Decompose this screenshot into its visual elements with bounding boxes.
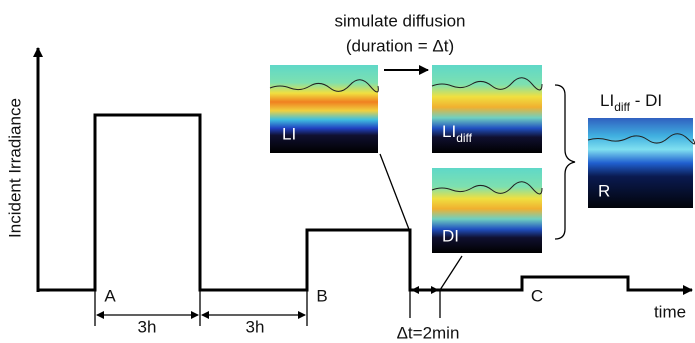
- brace: [555, 85, 575, 239]
- pulse-label: C: [531, 286, 543, 305]
- interval-label: 3h: [246, 317, 265, 336]
- image-label-main: LI: [442, 122, 456, 141]
- image-label: LI: [282, 124, 296, 143]
- header-line: simulate diffusion: [334, 11, 465, 30]
- difference-label: LIdiff - DI: [600, 91, 662, 114]
- image-label: DI: [442, 226, 459, 245]
- header-line: (duration = Δt): [346, 36, 454, 55]
- image-di: DI: [432, 168, 542, 253]
- y-axis-label: Incident Irradiance: [5, 98, 24, 238]
- image-r: R: [588, 118, 695, 208]
- image-li: LI: [270, 65, 378, 153]
- pulse-label: A: [104, 286, 116, 305]
- difference-main: LI: [600, 91, 614, 110]
- interval-label: Δt=2min: [397, 323, 460, 342]
- difference-rest: - DI: [630, 91, 662, 110]
- image-label-sub: diff: [456, 131, 472, 145]
- image-label: R: [598, 181, 610, 200]
- diagram: simulate diffusion (duration = Δt) Incid…: [0, 0, 695, 343]
- difference-sub: diff: [614, 100, 630, 114]
- x-axis-label: time: [654, 302, 686, 321]
- interval-markers: [95, 154, 462, 326]
- image-li-diff: LIdiff: [432, 65, 542, 153]
- interval-label: 3h: [138, 317, 157, 336]
- pulse-label: B: [316, 286, 327, 305]
